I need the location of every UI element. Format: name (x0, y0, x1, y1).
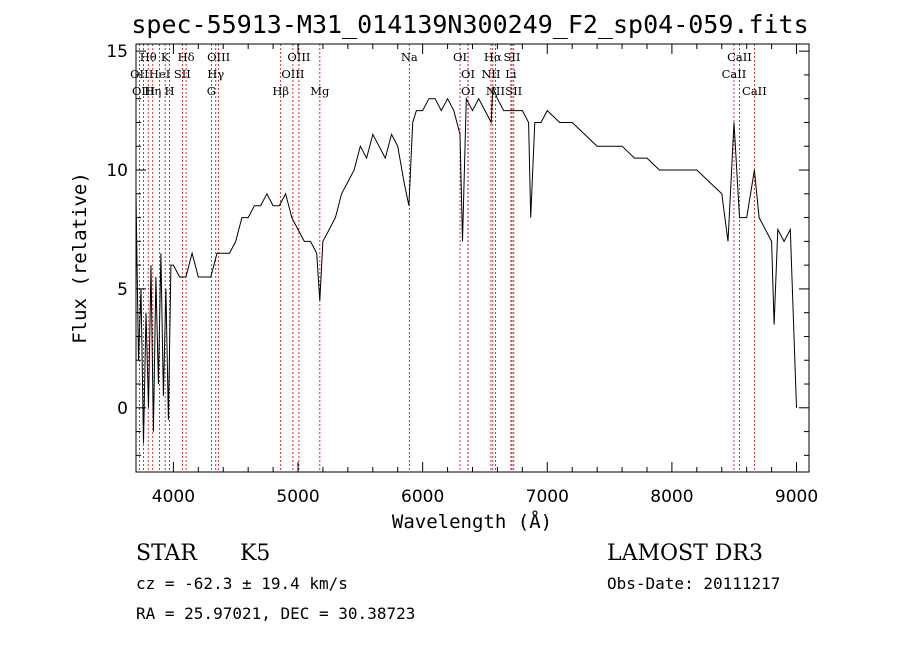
redshift-value: cz = -62.3 ± 19.4 km/s (136, 574, 348, 593)
object-class: STAR (136, 541, 198, 566)
y-tick-label: 5 (117, 280, 128, 300)
line-label: OI (453, 50, 467, 64)
line-label: Hβ (272, 84, 289, 98)
spectral-line-markers (138, 44, 755, 472)
line-label: NII (486, 84, 505, 98)
line-label: Hθ (140, 50, 157, 64)
line-label: Li (505, 67, 517, 81)
x-tick-label: 4000 (152, 487, 195, 507)
line-label: OIII (132, 84, 155, 98)
line-label: SII (174, 67, 191, 81)
y-tick-label: 15 (106, 42, 128, 62)
object-subclass: K5 (240, 541, 270, 566)
line-label: Hη (144, 84, 161, 98)
line-label: K (161, 50, 170, 64)
x-axis-label: Wavelength (Å) (392, 510, 552, 533)
line-label: OI (461, 84, 475, 98)
observation-date: Obs-Date: 20111217 (607, 574, 780, 593)
line-label: OI (461, 67, 475, 81)
x-axis-ticks: 4000 5000 6000 7000 8000 9000 (152, 44, 818, 507)
coordinates: RA = 25.97021, DEC = 30.38723 (136, 604, 415, 623)
y-tick-label: 10 (106, 161, 128, 181)
plot-frame (135, 43, 810, 473)
line-label: OIII (207, 50, 230, 64)
line-label: Hα (484, 50, 502, 64)
x-tick-label: 6000 (401, 487, 444, 507)
y-tick-label: 0 (117, 399, 128, 419)
line-label: Mg (310, 84, 330, 98)
line-label: CaII (722, 67, 747, 81)
x-tick-label: 7000 (526, 487, 569, 507)
line-label: OIII (287, 50, 310, 64)
line-label: OII (130, 67, 149, 81)
line-label: HeI (149, 67, 170, 81)
y-axis-label: Flux (relative) (69, 172, 91, 344)
line-label: SII (504, 50, 521, 64)
line-label: Hδ (178, 50, 195, 64)
x-tick-label: 9000 (775, 487, 818, 507)
survey-name: LAMOST DR3 (607, 541, 763, 566)
line-label: Na (401, 50, 418, 64)
spectrum-line (135, 86, 797, 444)
line-label: CaII (727, 50, 752, 64)
x-tick-label: 5000 (276, 487, 319, 507)
line-label: OIII (281, 67, 304, 81)
line-label: NII (481, 67, 500, 81)
line-label: CaII (742, 84, 767, 98)
x-tick-label: 8000 (650, 487, 693, 507)
line-label: Hγ (207, 67, 224, 81)
line-label: G (207, 84, 216, 98)
y-axis-ticks: 0 5 10 15 (106, 42, 809, 456)
line-label: H (165, 84, 175, 98)
line-label: SII (505, 84, 522, 98)
chart-title: spec-55913-M31_014139N300249_F2_sp04-059… (131, 10, 808, 39)
